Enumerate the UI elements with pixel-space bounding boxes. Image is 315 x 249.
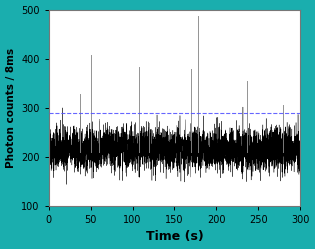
Y-axis label: Photon counts / 8ms: Photon counts / 8ms bbox=[6, 48, 15, 168]
X-axis label: Time (s): Time (s) bbox=[146, 230, 203, 244]
